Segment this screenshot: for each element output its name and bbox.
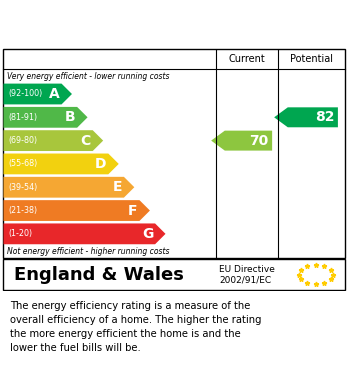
Text: Current: Current	[229, 54, 266, 64]
Text: F: F	[128, 204, 138, 217]
Text: 82: 82	[315, 110, 334, 124]
Text: The energy efficiency rating is a measure of the
overall efficiency of a home. T: The energy efficiency rating is a measur…	[10, 301, 262, 353]
Text: Potential: Potential	[290, 54, 333, 64]
Polygon shape	[3, 200, 150, 221]
Text: England & Wales: England & Wales	[14, 265, 184, 284]
Polygon shape	[3, 223, 166, 244]
Text: D: D	[95, 157, 106, 171]
Text: E: E	[113, 180, 122, 194]
Text: (69-80): (69-80)	[9, 136, 38, 145]
Polygon shape	[3, 177, 134, 197]
Polygon shape	[3, 84, 72, 104]
Text: G: G	[142, 227, 153, 241]
Text: Not energy efficient - higher running costs: Not energy efficient - higher running co…	[7, 247, 169, 256]
Text: B: B	[65, 110, 76, 124]
Text: (81-91): (81-91)	[9, 113, 38, 122]
Text: 70: 70	[250, 134, 269, 148]
Polygon shape	[3, 130, 103, 151]
Polygon shape	[211, 131, 272, 151]
Text: (55-68): (55-68)	[9, 160, 38, 169]
Text: (92-100): (92-100)	[9, 90, 43, 99]
Polygon shape	[3, 107, 88, 128]
Text: Very energy efficient - lower running costs: Very energy efficient - lower running co…	[7, 72, 169, 81]
Text: Energy Efficiency Rating: Energy Efficiency Rating	[10, 16, 239, 34]
Polygon shape	[274, 107, 338, 127]
Text: EU Directive
2002/91/EC: EU Directive 2002/91/EC	[219, 265, 275, 284]
Text: (21-38): (21-38)	[9, 206, 38, 215]
Text: A: A	[49, 87, 60, 101]
Polygon shape	[3, 154, 119, 174]
Text: C: C	[81, 134, 91, 148]
Text: (39-54): (39-54)	[9, 183, 38, 192]
Text: (1-20): (1-20)	[9, 230, 33, 239]
